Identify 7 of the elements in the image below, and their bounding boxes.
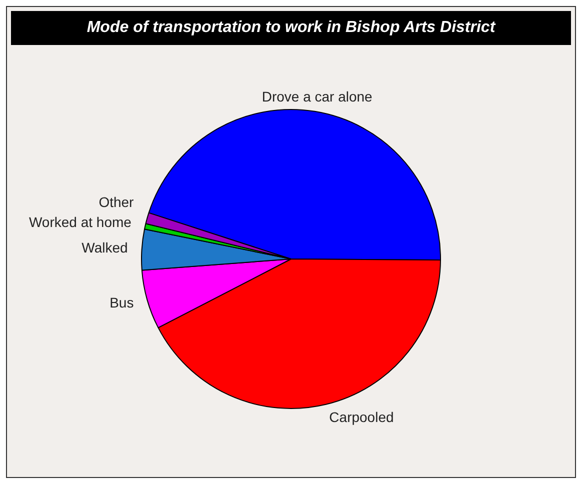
- slice-label: Drove a car alone: [262, 88, 373, 104]
- chart-title: Mode of transportation to work in Bishop Arts District: [11, 11, 571, 45]
- slice-label: Carpooled: [329, 408, 394, 425]
- slice-label: Bus: [110, 294, 134, 310]
- slice-label: Worked at home: [28, 214, 132, 230]
- slice-label: Walked: [82, 240, 128, 256]
- slice-label: Other: [98, 194, 134, 210]
